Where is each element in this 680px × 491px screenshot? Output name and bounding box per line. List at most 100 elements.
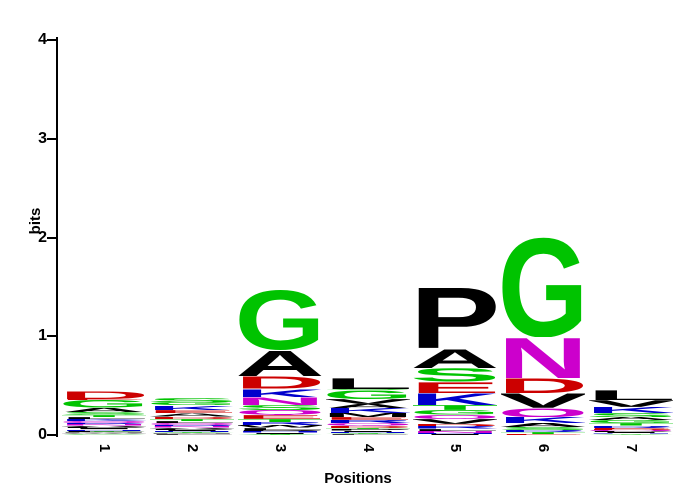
logo-letter-P: P [238,430,322,432]
svg-text:S: S [413,368,497,381]
y-axis-line [56,37,58,437]
logo-letter-R: R [501,430,585,432]
logo-letter-Q: Q [150,423,234,425]
svg-text:Y: Y [150,432,234,433]
svg-text:K: K [150,406,234,411]
svg-text:K: K [238,389,322,398]
x-axis-tick-label-3: 3 [272,443,289,453]
logo-letter-A: A [62,408,146,413]
logo-letter-T: T [238,419,322,422]
svg-text:T: T [62,415,146,417]
logo-letter-T: T [150,419,234,421]
logo-letter-V: V [589,400,673,407]
logo-letter-D: D [238,376,322,388]
logo-letter-Q: Q [413,415,497,419]
svg-text:M: M [326,413,410,417]
svg-text:V: V [413,419,497,424]
svg-text:I: I [62,428,146,429]
logo-letter-F: F [326,434,410,435]
logo-letter-M: M [150,433,234,434]
logo-letter-F: F [150,434,234,435]
logo-letter-L: L [326,378,410,389]
svg-text:H: H [589,433,673,434]
svg-text:S: S [501,427,585,430]
svg-text:P: P [238,430,322,432]
logo-letter-I: I [589,432,673,433]
logo-letter-V: V [413,419,497,424]
logo-letter-V: V [501,393,585,408]
svg-text:V: V [589,400,673,407]
svg-text:W: W [238,425,322,427]
logo-letter-A: A [501,423,585,427]
logo-letter-I: I [150,430,234,431]
logo-letter-E: E [62,399,146,400]
svg-text:R: R [62,423,146,424]
svg-text:T: T [501,432,585,434]
svg-text:T: T [150,419,234,421]
logo-letter-I: I [326,431,410,432]
svg-text:R: R [413,426,497,428]
logo-letter-E: E [150,410,234,413]
logo-letter-T: T [413,405,497,410]
x-axis-tick-label-5: 5 [447,443,464,453]
svg-text:Q: Q [326,423,410,425]
logo-letter-L: L [150,421,234,423]
svg-text:D: D [62,391,146,399]
y-axis-tick-label: 2 [38,228,47,246]
logo-letter-L: L [238,428,322,430]
svg-text:T: T [326,428,410,430]
svg-text:S: S [150,398,234,402]
svg-text:S: S [326,389,410,390]
logo-letter-S: S [413,368,497,381]
svg-text:Y: Y [62,431,146,432]
x-axis-tick-label-4: 4 [360,443,377,453]
logo-letter-K: K [150,406,234,411]
svg-text:G: G [326,390,410,399]
svg-text:Q: Q [150,423,234,425]
logo-letter-G: G [413,410,497,414]
svg-text:V: V [62,426,146,427]
logo-letter-G: G [326,390,410,399]
svg-text:F: F [150,434,234,435]
logo-letter-I: I [413,434,497,435]
svg-text:V: V [150,428,234,429]
svg-text:K: K [589,407,673,413]
logo-letter-R: R [238,422,322,425]
logo-letter-K: K [413,393,497,405]
svg-text:G: G [413,410,497,414]
svg-text:V: V [326,399,410,404]
svg-text:L: L [238,428,322,430]
svg-text:P: P [150,429,234,430]
logo-letter-G: G [238,289,322,349]
logo-letter-L: L [413,429,497,431]
logo-letter-E: E [326,417,410,420]
svg-text:A: A [150,413,234,416]
svg-text:A: A [501,423,585,427]
svg-text:N: N [238,397,322,405]
logo-letter-T: T [589,423,673,425]
logo-letter-Q: Q [62,421,146,423]
svg-text:D: D [326,426,410,428]
logo-letter-Y: Y [238,434,322,435]
svg-text:I: I [238,433,322,434]
logo-letter-V: V [150,428,234,429]
logo-letter-G: G [150,402,234,405]
logo-letter-M: M [62,432,146,433]
logo-letter-A: A [150,413,234,416]
svg-text:A: A [62,408,146,413]
logo-letter-N: N [413,431,497,433]
svg-text:P: P [326,429,410,430]
svg-text:Y: Y [589,434,673,435]
svg-text:R: R [238,422,322,425]
logo-letter-D: D [150,417,234,419]
svg-text:T: T [589,423,673,425]
svg-text:Y: Y [326,433,410,434]
svg-text:I: I [326,431,410,432]
svg-text:D: D [589,429,673,430]
svg-text:Q: Q [62,421,146,423]
logo-letter-Q: Q [326,423,410,425]
svg-text:Q: Q [413,415,497,419]
